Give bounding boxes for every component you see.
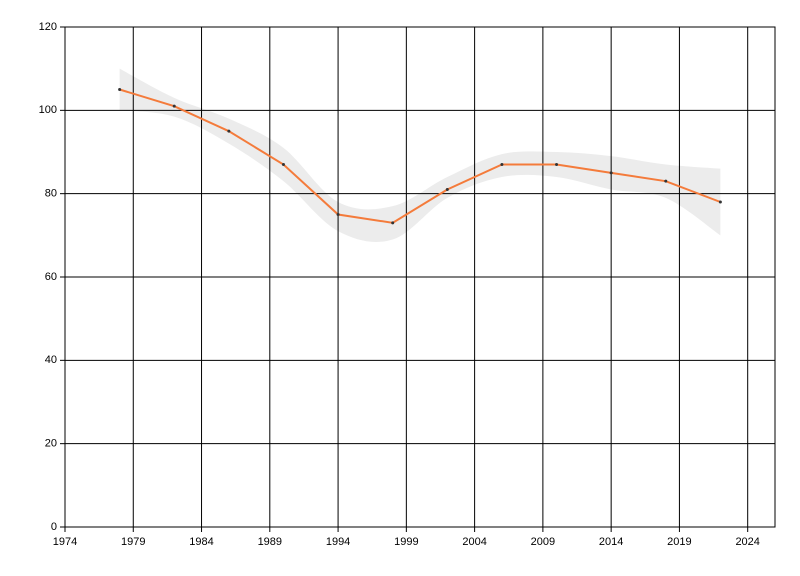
- point: [118, 88, 122, 91]
- y-tick-label: 20: [45, 438, 57, 450]
- y-tick-label: 80: [45, 188, 57, 200]
- x-tick-label: 2004: [462, 536, 486, 548]
- x-tick-label: 1994: [326, 536, 350, 548]
- y-tick-label: 40: [45, 354, 57, 366]
- y-tick-label: 60: [45, 271, 57, 283]
- point: [336, 213, 340, 216]
- point: [445, 188, 449, 191]
- x-tick-label: 1999: [394, 536, 418, 548]
- confidence-band: [119, 68, 721, 242]
- x-tick-label: 1979: [121, 536, 145, 548]
- x-tick-label: 2019: [667, 536, 691, 548]
- point: [391, 221, 395, 225]
- point: [172, 104, 176, 108]
- point: [281, 163, 285, 166]
- x-tick-label: 2024: [735, 536, 759, 548]
- y-tick-label: 100: [39, 104, 57, 116]
- x-tick-label: 1989: [258, 536, 282, 548]
- point: [500, 163, 504, 166]
- line: [119, 88, 721, 224]
- x-tick-label: 1984: [189, 536, 213, 548]
- point: [664, 179, 668, 183]
- point: [227, 129, 231, 133]
- plot-border: [64, 26, 776, 528]
- y-tick-label: 120: [39, 21, 57, 33]
- x-tick-label: 1974: [53, 536, 77, 548]
- x-tick-label: 2014: [599, 536, 623, 548]
- point: [718, 200, 722, 204]
- point: [555, 163, 559, 166]
- x-tick-label: 2009: [531, 536, 555, 548]
- y-tick-label: 0: [51, 521, 57, 533]
- point: [609, 171, 613, 175]
